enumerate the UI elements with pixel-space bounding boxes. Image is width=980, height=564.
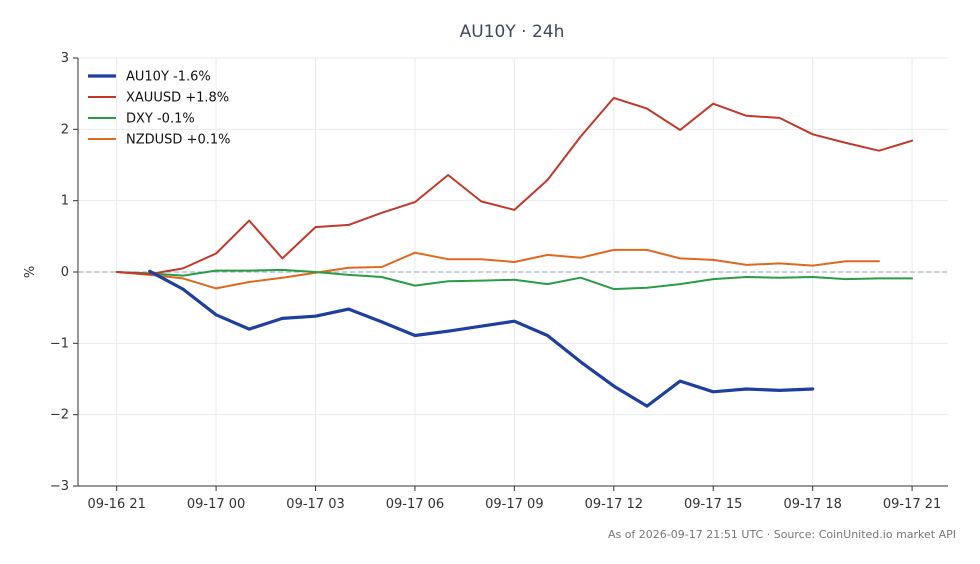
y-tick-label: −3 [50, 479, 69, 494]
series-line-2 [115, 268, 914, 291]
y-tick-label: −1 [50, 336, 69, 351]
legend-label: XAUUSD +1.8% [126, 91, 229, 106]
y-tick-label: 3 [61, 51, 69, 66]
series-line-1 [115, 96, 914, 276]
x-tick-label: 09-17 03 [286, 497, 344, 512]
x-tick-label: 09-17 00 [187, 497, 245, 512]
series-line-3 [115, 248, 880, 290]
series-line-0 [148, 269, 815, 408]
legend-label: NZDUSD +0.1% [126, 133, 230, 148]
x-tick-label: 09-16 21 [87, 497, 145, 512]
legend-label: DXY -0.1% [126, 112, 195, 127]
y-tick-label: −2 [50, 408, 69, 423]
x-tick-label: 09-17 12 [585, 497, 643, 512]
x-tick-label: 09-17 18 [783, 497, 841, 512]
footer-source: As of 2026-09-17 21:51 UTC · Source: Coi… [608, 528, 956, 541]
x-tick-label: 09-17 21 [883, 497, 941, 512]
x-axis: 09-16 21 09-17 00 09-17 03 09-17 06 09-17 09… [87, 486, 941, 512]
x-tick-label: 09-17 09 [485, 497, 543, 512]
legend-label: AU10Y -1.6% [126, 70, 211, 85]
y-axis: −3 −2 −1 0 1 2 3 [50, 51, 78, 494]
y-tick-label: 2 [61, 122, 69, 137]
y-tick-label: 1 [61, 194, 69, 209]
y-axis-label: % [23, 266, 38, 278]
series-lines [115, 96, 914, 408]
chart-title: AU10Y · 24h [460, 22, 565, 42]
x-tick-label: 09-17 06 [386, 497, 444, 512]
y-tick-label: 0 [61, 265, 69, 280]
x-tick-label: 09-17 15 [684, 497, 742, 512]
legend: AU10Y -1.6% XAUUSD +1.8% DXY -0.1% NZDUSD +… [88, 70, 230, 148]
